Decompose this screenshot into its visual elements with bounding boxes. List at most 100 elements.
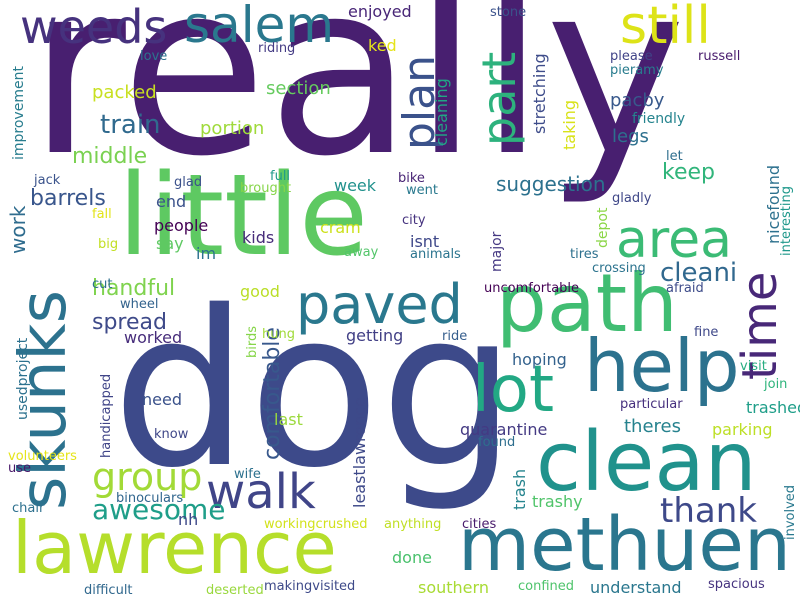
- word-handicapped: handicapped: [99, 373, 114, 458]
- word-taking: taking: [560, 99, 579, 150]
- word-went: went: [406, 183, 438, 198]
- word-deserted: deserted: [206, 583, 264, 598]
- word-awesome: awesome: [92, 493, 226, 526]
- word-usedproject: usedproject: [15, 337, 31, 420]
- word-stone: stone: [490, 5, 527, 20]
- word-keep: keep: [662, 160, 715, 185]
- word-im: im: [196, 244, 217, 263]
- word-methuen: methuen: [458, 502, 791, 588]
- word-tires: tires: [570, 247, 599, 262]
- word-salem: salem: [184, 0, 335, 54]
- word-join: join: [764, 377, 788, 392]
- word-anything: anything: [384, 517, 442, 532]
- word-wife: wife: [234, 467, 261, 482]
- word-good: good: [240, 282, 280, 301]
- word-hoping: hoping: [512, 350, 567, 369]
- word-path: path: [496, 257, 678, 350]
- word-cleaning: cleaning: [432, 78, 451, 146]
- word-dog: dog: [112, 264, 517, 515]
- word-clean: clean: [536, 415, 757, 510]
- word-packed: packed: [92, 82, 157, 103]
- word-riding: riding: [258, 41, 296, 56]
- word-little: little: [118, 151, 369, 281]
- word-animals: animals: [410, 247, 461, 262]
- word-handful: handful: [92, 276, 176, 301]
- word-uncomfortable: uncomfortable: [484, 281, 580, 296]
- word-week: week: [334, 176, 377, 195]
- word-middle: middle: [72, 144, 148, 169]
- word-pieramy: pieramy: [610, 63, 664, 78]
- word-wheel: wheel: [120, 297, 159, 312]
- word-done: done: [392, 548, 432, 567]
- word-friendly: friendly: [632, 111, 686, 127]
- word-end: end: [156, 192, 187, 211]
- word-still: still: [620, 0, 711, 56]
- word-major: major: [489, 231, 505, 272]
- word-please: please: [610, 49, 653, 64]
- word-spacious: spacious: [708, 577, 765, 592]
- word-kids: kids: [242, 228, 275, 247]
- word-help: help: [584, 324, 740, 408]
- word-group: group: [92, 455, 203, 499]
- word-particular: particular: [620, 397, 683, 412]
- word-workingcrushed: workingcrushed: [264, 517, 368, 532]
- word-cut: cut: [92, 277, 113, 292]
- word-glad: glad: [174, 175, 203, 190]
- word-binoculars: binoculars: [116, 491, 184, 506]
- word-area: area: [616, 210, 732, 270]
- word-thank: thank: [660, 491, 757, 531]
- word-quarantine: quarantine: [460, 420, 548, 439]
- word-know: know: [154, 427, 189, 442]
- word-cleani: cleani: [660, 258, 738, 288]
- word-russell: russell: [698, 49, 741, 64]
- word-cram: cram: [320, 218, 361, 237]
- word-volunteers: volunteers: [8, 449, 77, 464]
- word-say: say: [156, 234, 184, 253]
- word-portion: portion: [200, 118, 265, 139]
- word-gladly: gladly: [612, 191, 652, 206]
- word-bike: bike: [398, 171, 425, 186]
- word-found: found: [478, 435, 516, 450]
- word-southern: southern: [418, 578, 489, 597]
- word-crossing: crossing: [592, 261, 646, 276]
- word-paved: paved: [296, 273, 463, 336]
- word-work: work: [6, 205, 30, 254]
- word-depot: depot: [595, 207, 611, 248]
- word-lawrence: lawrence: [12, 506, 337, 590]
- word-walk: walk: [206, 464, 316, 520]
- word-pacby: pacby: [610, 90, 665, 111]
- word-city: city: [402, 213, 426, 228]
- word-barrels: barrels: [30, 186, 106, 211]
- word-fall: fall: [92, 207, 112, 222]
- word-let: let: [666, 149, 683, 164]
- word-legs: legs: [612, 126, 649, 147]
- word-makingvisited: makingvisited: [264, 579, 356, 594]
- word-last: last: [274, 410, 303, 429]
- word-interesting: interesting: [779, 186, 794, 256]
- word-chair: chair: [12, 501, 45, 516]
- word-trashy: trashy: [532, 492, 583, 511]
- word-section: section: [266, 78, 331, 99]
- word-birds: birds: [245, 325, 260, 358]
- word-lot: lot: [472, 353, 555, 427]
- word-understand: understand: [590, 578, 682, 597]
- word-parking: parking: [712, 420, 773, 439]
- word-full: full: [270, 169, 291, 184]
- word-theres: theres: [624, 416, 681, 437]
- word-use: use: [8, 461, 32, 476]
- word-afraid: afraid: [666, 281, 704, 296]
- word-getting: getting: [346, 326, 404, 345]
- word-hung: hung: [262, 327, 295, 342]
- word-spread: spread: [92, 310, 167, 335]
- word-train: train: [100, 110, 161, 140]
- word-difficult: difficult: [84, 583, 133, 598]
- word-part: part: [472, 51, 526, 146]
- word-worked: worked: [124, 328, 183, 347]
- word-stretching: stretching: [530, 53, 549, 134]
- word-improvement: improvement: [11, 66, 27, 160]
- word-nh: nh: [178, 510, 199, 529]
- word-fine: fine: [694, 325, 719, 340]
- word-brought: brought: [240, 181, 292, 196]
- word-leastlawrence: leastlawrence: [350, 397, 369, 508]
- word-cities: cities: [462, 517, 497, 532]
